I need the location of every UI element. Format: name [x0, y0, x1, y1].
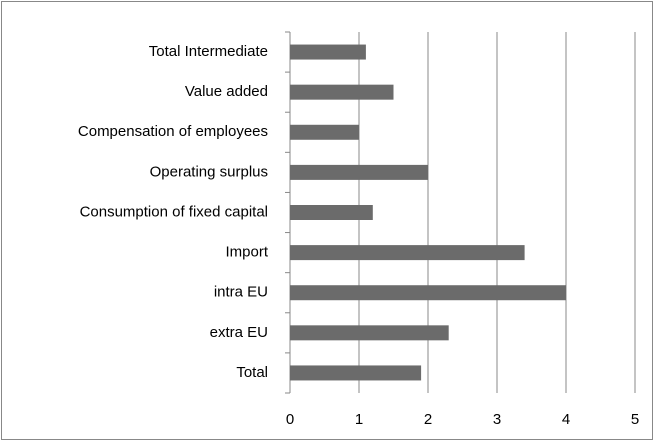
bar	[290, 205, 373, 220]
x-tick-label: 3	[493, 411, 501, 428]
bar	[290, 84, 394, 100]
x-tick-label: 2	[424, 411, 432, 428]
bar	[290, 365, 422, 381]
x-tick-label: 5	[631, 411, 639, 428]
y-tick-label: Operating surplus	[150, 163, 268, 180]
y-tick-label: extra EU	[210, 324, 268, 341]
bar	[290, 124, 359, 140]
bar	[290, 285, 566, 301]
y-tick-label: Value added	[185, 83, 268, 100]
x-tick-label: 0	[286, 411, 294, 428]
bar	[290, 164, 428, 180]
x-tick-label: 4	[562, 411, 570, 428]
y-tick-label: Total Intermediate	[149, 43, 268, 60]
x-tick-label: 1	[355, 411, 363, 428]
bar	[290, 245, 525, 261]
y-tick-label: Consumption of fixed capital	[80, 203, 268, 220]
y-tick-label: Compensation of employees	[78, 123, 268, 140]
y-tick-label: Import	[225, 244, 268, 261]
bar	[290, 44, 366, 60]
y-tick-label: intra EU	[214, 284, 268, 301]
y-tick-label: Total	[236, 364, 268, 381]
bar	[290, 325, 449, 341]
